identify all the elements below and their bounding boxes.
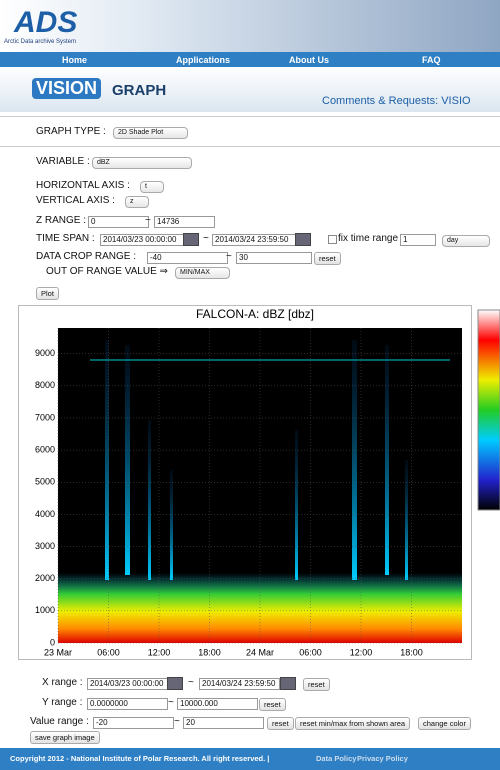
button[interactable]: reset [267,717,294,730]
button[interactable]: reset [259,698,286,711]
input[interactable]: 2014/03/23 00:00:00 [87,678,168,690]
x-tick-label: 06:00 [299,647,322,657]
x-tick-label: 06:00 [97,647,120,657]
x-tick-label: 24 Mar [246,647,274,657]
calendar-button[interactable] [280,677,296,690]
y-tick-label: 5000 [35,477,55,487]
y-tick-label: 2000 [35,573,55,583]
y-tick-label: 8000 [35,380,55,390]
label: Y range : [42,697,82,708]
y-tick-label: 3000 [35,541,55,551]
x-tick-label: 23 Mar [44,647,72,657]
x-tick-label: 12:00 [350,647,373,657]
input[interactable]: 2014/03/24 23:59:50 [199,678,280,690]
footer-link[interactable]: Data Policy [316,754,356,763]
calendar-button[interactable] [167,677,183,690]
input[interactable]: 20 [183,717,264,729]
separator: ~ [168,697,174,708]
copyright: Copyright 2012 - National Institute of P… [10,754,269,763]
footer-link[interactable]: Privacy Policy [357,754,408,763]
separator: ~ [174,716,180,727]
y-tick-label: 4000 [35,509,55,519]
input[interactable]: -20 [93,717,174,729]
x-tick-label: 18:00 [400,647,423,657]
button[interactable]: save graph image [30,731,100,744]
label: X range : [42,677,83,688]
graph: FALCON-A: dBZ [dbz] 0 1000 2000 3000 4000 500… [0,0,500,770]
y-tick-label: 7000 [35,412,55,422]
y-tick-label: 1000 [35,605,55,615]
graph-title: FALCON-A: dBZ [dbz] [196,307,314,321]
button[interactable]: reset min/max from shown area [295,717,410,730]
input[interactable]: 0.0000000 [87,698,168,710]
separator: ~ [188,677,194,688]
y-tick-label: 6000 [35,445,55,455]
y-tick-label: 9000 [35,348,55,358]
label: Value range : [30,716,89,727]
page: ADS Arctic Data archive System Home Appl… [0,0,500,770]
x-tick-label: 12:00 [148,647,171,657]
y-tick-label: 0 [50,637,55,647]
button[interactable]: change color [418,717,471,730]
x-tick-label: 18:00 [198,647,221,657]
colorbar [478,310,500,510]
input[interactable]: 10000.000 [177,698,258,710]
button[interactable]: reset [303,678,330,691]
